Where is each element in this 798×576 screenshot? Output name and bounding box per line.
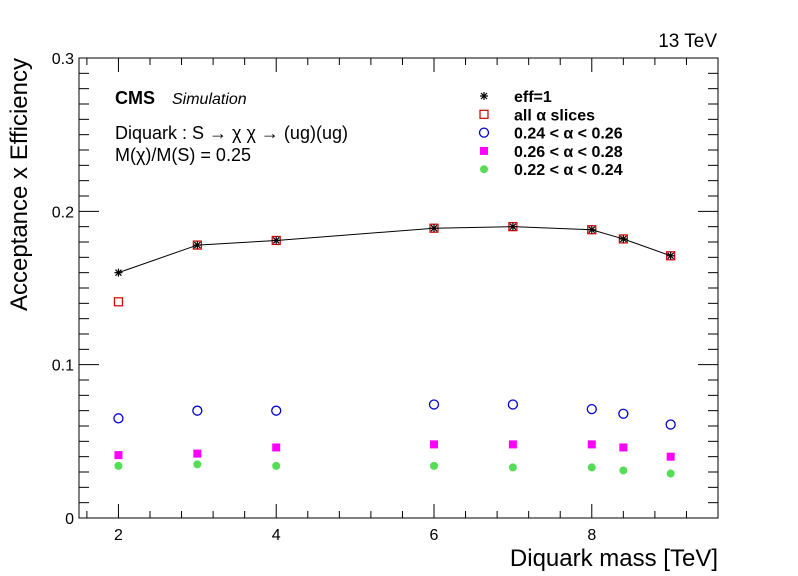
legend-entry: all α slices (479, 107, 595, 124)
data-point (271, 405, 282, 416)
data-point-d2 (272, 237, 280, 244)
data-point (430, 440, 438, 449)
legend-label: eff=1 (514, 89, 552, 106)
x-axis-label: Diquark mass [TeV] (510, 545, 718, 572)
experiment-label: CMS (115, 88, 155, 108)
legend-entry: 0.26 < α < 0.28 (480, 144, 623, 161)
data-point (618, 408, 629, 419)
data-point (430, 461, 438, 470)
series-2 (113, 399, 676, 430)
data-point-d2 (193, 241, 201, 249)
data-point (587, 440, 596, 449)
data-point (114, 451, 123, 460)
data-point (193, 449, 202, 458)
legend-entry: 0.24 < α < 0.26 (478, 126, 623, 143)
data-point (114, 461, 123, 470)
data-point (587, 463, 596, 472)
y-tick-label: 0.1 (52, 358, 74, 375)
data-point (508, 463, 517, 472)
annotation-mass-ratio: M(χ)/M(S) = 0.25 (115, 145, 251, 165)
data-point (665, 419, 676, 430)
data-point-d2 (430, 224, 438, 232)
data-point (272, 443, 281, 452)
data-point (428, 399, 440, 410)
series-1 (113, 222, 676, 307)
y-tick-label: 0.2 (52, 204, 74, 221)
series-3 (114, 440, 675, 461)
annotation-process: Diquark : S → χ χ → (ug)(ug) (115, 123, 348, 143)
series-4 (114, 460, 675, 478)
data-point (619, 466, 628, 475)
legend-marker (480, 165, 488, 174)
data-point (507, 399, 519, 410)
legend-marker (480, 146, 488, 155)
data-point (113, 297, 124, 307)
legend-label: 0.26 < α < 0.28 (514, 144, 623, 161)
axis-ticks (79, 57, 719, 519)
x-tick-label: 2 (114, 527, 123, 544)
y-tick-label: 0.3 (52, 51, 74, 68)
data-point (508, 440, 517, 449)
series-0 (114, 222, 675, 277)
experiment-sub-label: Simulation (172, 91, 247, 108)
x-tick-label: 4 (272, 527, 281, 544)
series-line (118, 226, 671, 274)
legend-entry: 0.22 < α < 0.24 (480, 162, 623, 179)
legend-marker (479, 109, 489, 119)
data-point-d2 (115, 269, 122, 277)
legend-entry: eff=1 (480, 89, 552, 106)
data-point (586, 403, 597, 415)
legend-marker (478, 127, 490, 138)
data-point (619, 443, 628, 452)
tick-labels: 2 4 6 8 0 0.1 0.2 0.3 (52, 51, 597, 544)
data-point-d2 (619, 235, 627, 243)
data-point (193, 460, 202, 469)
x-tick-label: 8 (587, 527, 596, 544)
data-point (666, 452, 675, 461)
legend-label: 0.22 < α < 0.24 (514, 162, 623, 179)
legend-label: all α slices (514, 107, 595, 124)
data-point (272, 461, 281, 470)
energy-label: 13 TeV (658, 31, 717, 52)
data-point-d2 (588, 226, 596, 234)
data-point-d2 (667, 252, 675, 260)
y-axis-label: Acceptance x Efficiency (6, 58, 33, 311)
legend-label: 0.24 < α < 0.26 (514, 126, 623, 143)
data-point (113, 413, 124, 424)
data-point (666, 469, 675, 478)
y-tick-label: 0 (65, 511, 74, 528)
data-point (192, 405, 203, 416)
series-layer (113, 222, 676, 478)
data-point-d2 (509, 223, 517, 231)
x-tick-label: 6 (430, 527, 439, 544)
legend-marker-d2 (480, 92, 488, 100)
